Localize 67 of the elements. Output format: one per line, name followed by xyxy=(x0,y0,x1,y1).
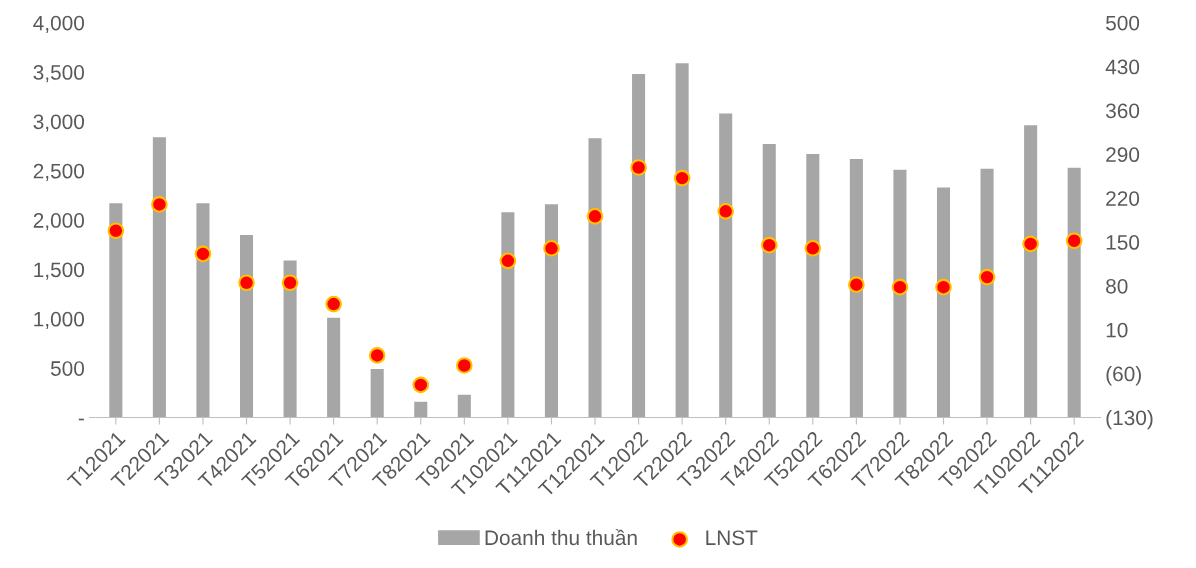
point xyxy=(412,376,430,394)
bar xyxy=(675,63,689,418)
y2-tick-label: 150 xyxy=(1106,235,1140,250)
point xyxy=(891,278,909,296)
point xyxy=(673,169,691,187)
legend-label: LNST xyxy=(706,530,758,546)
point xyxy=(717,203,735,220)
y-tick-label: 3,000 xyxy=(33,114,85,132)
bar xyxy=(414,401,428,418)
y-tick-label: 3,500 xyxy=(33,65,85,83)
bar xyxy=(632,74,646,418)
y-tick-label: 2,000 xyxy=(33,213,85,231)
bar xyxy=(762,144,776,418)
y2-tick-label: (60) xyxy=(1106,366,1141,386)
y2-tick-label: 220 xyxy=(1106,191,1140,206)
bar xyxy=(588,138,602,418)
point xyxy=(804,239,822,257)
bar xyxy=(283,260,297,418)
y2-tick-label: 500 xyxy=(1106,15,1140,31)
point xyxy=(281,274,299,292)
bar xyxy=(196,203,210,418)
y-tick-label: 4,000 xyxy=(33,15,85,33)
legend-label: Doanh thu thuần xyxy=(485,528,637,546)
bar xyxy=(849,158,863,418)
bar xyxy=(457,394,471,418)
bar xyxy=(370,369,384,418)
point xyxy=(238,274,255,292)
bar xyxy=(501,212,515,418)
y2-tick-label: 430 xyxy=(1105,59,1140,75)
point xyxy=(543,239,560,257)
point xyxy=(1065,232,1083,250)
bar xyxy=(152,137,166,418)
bar xyxy=(936,187,951,418)
point xyxy=(194,245,212,263)
point xyxy=(630,159,647,176)
bar xyxy=(719,113,733,418)
point xyxy=(760,236,778,254)
point xyxy=(935,278,952,296)
bar xyxy=(544,204,558,418)
y2-tick-label: (130) xyxy=(1106,409,1153,430)
point xyxy=(978,268,996,286)
bar xyxy=(239,234,254,418)
y2-tick-label: 10 xyxy=(1106,322,1128,338)
point xyxy=(456,357,473,374)
point xyxy=(499,252,517,270)
point xyxy=(368,347,386,364)
y-tick-label: 1,000 xyxy=(34,311,85,329)
bar xyxy=(109,203,123,418)
y2-tick-label: 360 xyxy=(1105,103,1140,119)
bar xyxy=(327,317,341,418)
point xyxy=(151,196,168,213)
bar xyxy=(893,169,907,418)
y2-tick-label: 290 xyxy=(1106,147,1140,163)
bar xyxy=(980,168,994,418)
point xyxy=(1022,235,1039,253)
point xyxy=(586,208,604,225)
bar xyxy=(1024,125,1038,418)
bar xyxy=(1067,167,1081,418)
y-tick-label: 500 xyxy=(50,361,85,376)
point xyxy=(107,222,125,240)
point xyxy=(848,276,865,293)
y-tick-label: 1,500 xyxy=(34,262,85,280)
y-tick-label: 2,500 xyxy=(33,163,85,181)
point xyxy=(325,295,342,313)
bar xyxy=(806,153,820,418)
y-tick-label: - xyxy=(78,418,84,421)
y2-tick-label: 80 xyxy=(1106,278,1128,294)
